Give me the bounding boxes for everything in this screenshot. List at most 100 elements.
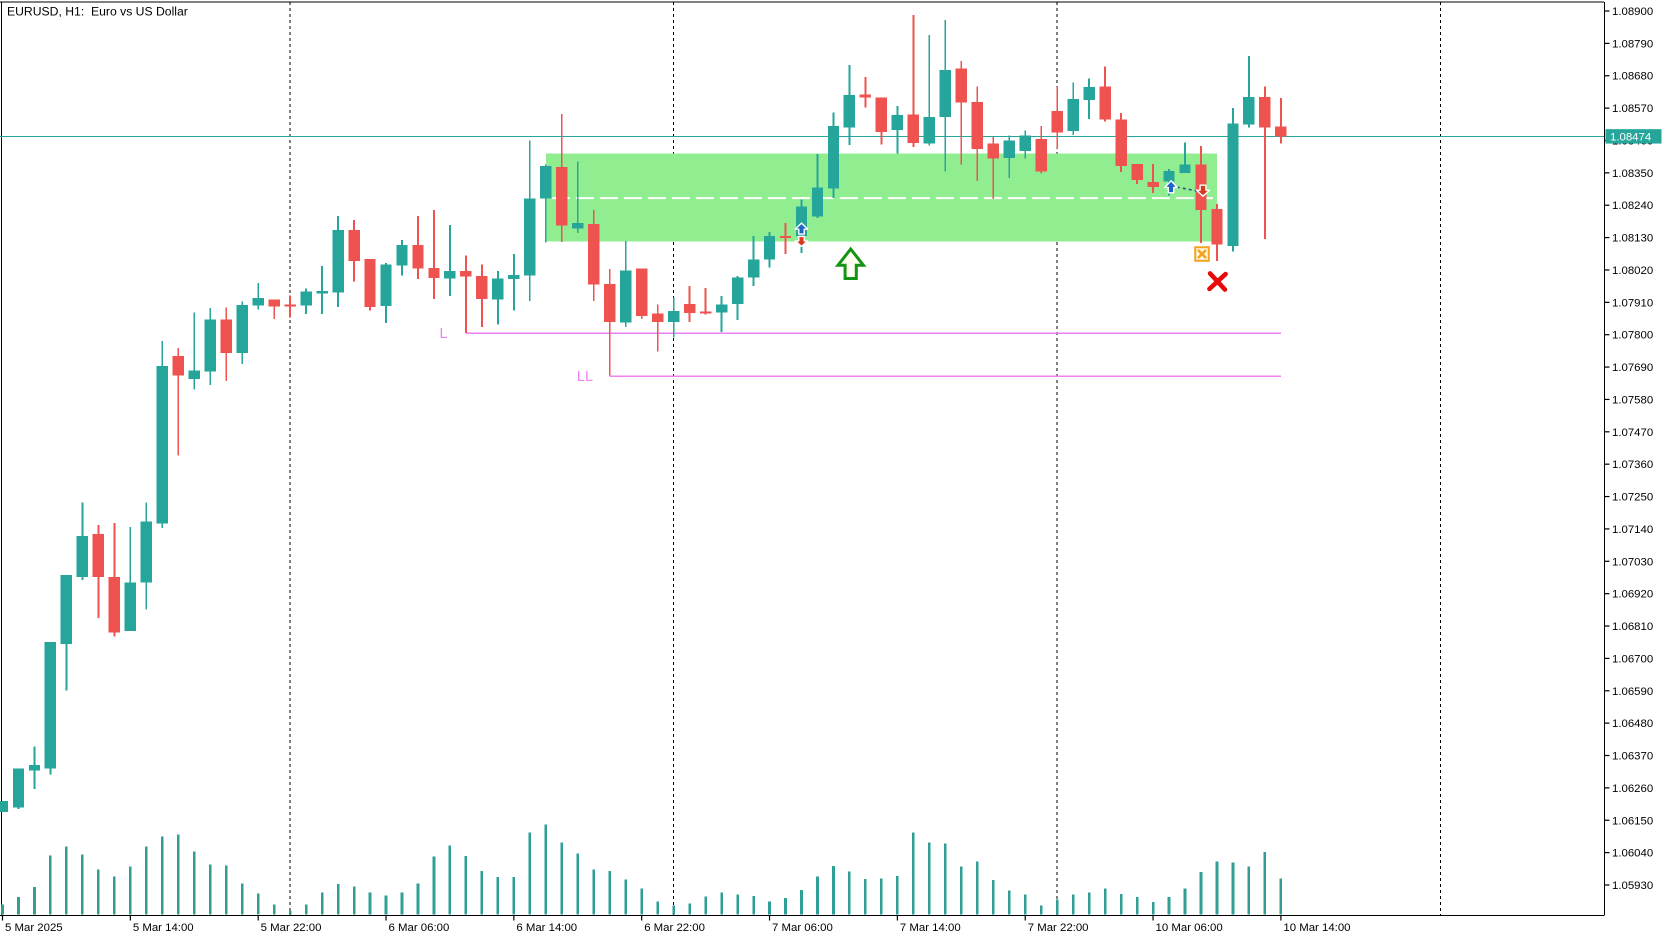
time-axis[interactable]: 5 Mar 2025 5 Mar 14:00 5 Mar 22:00 6 Mar 06… [0,914,1605,935]
volume-bar [400,892,404,915]
candle-body [1243,96,1255,125]
candle [1115,113,1127,172]
candle-body [332,229,344,293]
volume-bar [928,842,931,915]
candle-body [220,319,232,353]
red-cross-marker[interactable] [1207,271,1228,292]
candle [316,266,328,314]
price-axis-label: 1.06260 [1612,783,1653,795]
candle-body [204,319,216,372]
buy-entry-arrow[interactable] [794,222,809,235]
candle-body [1275,126,1287,137]
price-axis-label: 1.07690 [1612,362,1653,374]
price-axis-label: 1.06480 [1612,718,1653,730]
candle [955,61,967,165]
candle-body [588,224,600,285]
candle [636,268,648,320]
time-axis-label: 6 Mar 22:00 [644,922,705,934]
candle [364,259,376,311]
candle [140,502,153,610]
candle [987,137,999,200]
level-label-l: L [439,326,447,342]
candle-body [124,582,137,632]
candle [1179,142,1191,174]
candle [971,86,983,182]
candle [1019,130,1031,159]
volume-bar [975,861,979,915]
volume-bar [304,904,308,915]
volume-bar [1231,862,1235,915]
price-axis[interactable]: 1.089001.087901.086801.085701.084601.083… [1603,2,1662,915]
time-axis-label: 7 Mar 06:00 [772,922,833,934]
candle-body [524,198,536,276]
candle-body [0,801,9,813]
volume-bar [816,876,819,915]
candle [60,575,73,691]
price-axis-label: 1.05930 [1612,880,1653,892]
volume-bar [1263,852,1267,915]
candle [715,296,728,332]
volume-bar [991,880,995,915]
candle [156,340,168,529]
candle-body [715,304,728,313]
candle-body [156,366,168,524]
candle-body [492,278,504,300]
volume-bar [49,855,52,915]
sell-exit-arrow[interactable] [794,235,809,248]
volume-bar [656,901,659,915]
volume-bar [576,853,580,915]
volume-bar [528,832,532,915]
level-lines[interactable]: LLL [439,326,1281,385]
current-price-tag [1605,129,1662,144]
candle [396,239,408,276]
candle-body [556,166,568,226]
candle-body [1003,140,1015,158]
candle [508,254,520,311]
candle [779,222,792,254]
candle [604,269,616,376]
volume-bar [1,904,4,915]
sell-exit-arrow[interactable] [1195,184,1211,197]
candle [220,307,232,382]
candle [44,641,57,775]
candle-body [779,235,792,238]
volume-bar [496,877,500,915]
trade-markers[interactable] [794,180,1228,292]
price-axis-label: 1.06920 [1612,589,1653,601]
candle [923,34,936,146]
candles [0,15,1287,813]
candle [1099,66,1111,122]
price-axis-label: 1.07250 [1612,492,1653,504]
volume-bar [65,846,68,915]
volume-bar [224,865,228,915]
volume-bar [145,846,148,915]
candle [540,164,552,243]
candle-body [572,223,584,229]
price-axis-label: 1.08900 [1612,6,1653,18]
candle-body [636,268,648,316]
level-label-ll: LL [577,369,593,385]
candle-body [811,187,824,217]
candle [28,746,41,790]
candle [380,262,392,323]
plot-borders [0,1,1604,915]
candle [875,97,888,145]
candle-body [651,313,664,323]
volume-bar [384,895,388,915]
volume-bar [240,883,244,915]
buy-entry-arrow[interactable] [1164,180,1178,194]
volume-bar [416,883,420,915]
candle [1275,98,1287,144]
candle-body [460,271,472,277]
candle-body [795,206,808,236]
candle-body [476,275,488,299]
supply-demand-zone[interactable] [545,153,1217,242]
price-axis-label: 1.08570 [1612,103,1653,115]
candle [1067,82,1079,135]
candle [588,209,600,302]
candle-body [444,271,456,279]
volume-histogram [1,824,1283,915]
big-green-up-arrow[interactable] [834,246,867,281]
candle-body [891,115,904,131]
